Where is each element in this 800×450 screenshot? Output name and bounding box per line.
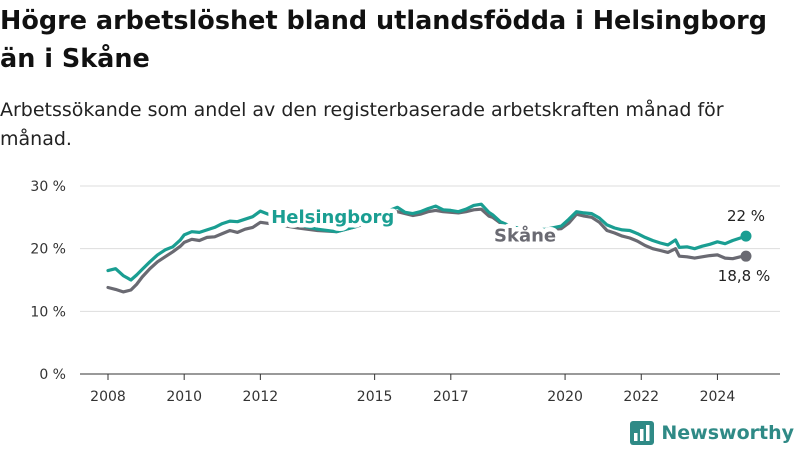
x-tick-label: 2020 — [547, 389, 583, 405]
bar-chart-logo-icon — [630, 421, 655, 445]
end-point-skane — [740, 250, 752, 262]
x-tick-label: 2017 — [433, 389, 469, 405]
gridlines — [80, 185, 780, 375]
x-tick-label: 2008 — [90, 389, 126, 405]
x-tick-label: 2024 — [700, 389, 736, 405]
series-label-halo: Skåne — [494, 225, 556, 247]
end-point-helsingborg — [740, 230, 752, 242]
series-line-helsingborg — [106, 202, 748, 282]
series-layer — [106, 202, 752, 294]
end-value-label-skane: 18,8 % — [718, 267, 770, 285]
brand-name: Newsworthy — [661, 422, 794, 444]
y-tick-label: 10 % — [30, 304, 66, 320]
brand-logo[interactable]: Newsworthy — [629, 420, 794, 446]
y-tick-label: 0 % — [39, 367, 66, 383]
x-tick-label: 2012 — [243, 389, 279, 405]
series-label-skane: Skåne — [494, 225, 556, 247]
axes: 0 % 10 % 20 % 30 % 2008 2010 2012 2015 2017 2020 2… — [30, 179, 735, 405]
end-value-label-helsingborg: 22 % — [727, 207, 765, 225]
series-label-helsingborg: Helsingborg — [271, 207, 394, 228]
y-tick-label: 30 % — [30, 179, 66, 195]
series-label-halo: Helsingborg — [271, 207, 394, 228]
y-tick-label: 20 % — [30, 242, 66, 258]
series-line-skane — [106, 207, 748, 294]
x-tick-label: 2010 — [166, 389, 202, 405]
x-tick-label: 2015 — [357, 389, 393, 405]
x-tick-label: 2022 — [623, 389, 659, 405]
chart-title: Högre arbetslöshet bland utlandsfödda i … — [0, 6, 768, 74]
chart-subtitle: Arbetssökande som andel av den registerb… — [0, 99, 724, 150]
